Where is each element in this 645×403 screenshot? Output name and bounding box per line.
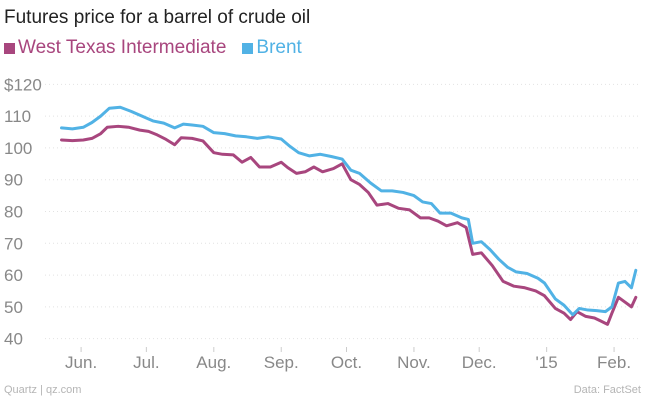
y-tick-label: 90 (4, 171, 23, 190)
x-tick-label: Aug. (196, 353, 231, 372)
legend-label-brent: Brent (256, 37, 302, 58)
footer-source-left: Quartz | qz.com (4, 384, 82, 396)
legend-item-brent: Brent (242, 37, 302, 59)
x-tick-label: Sep. (264, 353, 299, 372)
legend-swatch-brent (242, 42, 254, 54)
x-tick-label: Jul. (133, 353, 159, 372)
series-line-brent (60, 105, 638, 317)
y-tick-label: 40 (4, 330, 23, 349)
y-tick-label: 60 (4, 266, 23, 285)
y-tick-label: 100 (4, 139, 32, 158)
legend-item-wti: West Texas Intermediate (4, 37, 226, 59)
y-tick-label: 70 (4, 234, 23, 253)
y-tick-label: $120 (4, 75, 42, 94)
chart-title: Futures price for a barrel of crude oil (4, 7, 311, 28)
x-tick-label: Feb. (597, 353, 631, 372)
x-tick-label: Oct. (331, 353, 362, 372)
y-tick-label: 50 (4, 298, 23, 317)
x-tick-label: Nov. (397, 353, 431, 372)
x-tick-label: '15 (536, 353, 558, 372)
legend-swatch-wti (4, 42, 15, 54)
x-tick-label: Jun. (65, 353, 97, 372)
y-tick-label: 110 (4, 107, 31, 126)
series-line-wti (60, 124, 638, 326)
legend-label-wti: West Texas Intermediate (18, 37, 227, 58)
chart-legend: West Texas Intermediate Brent (4, 37, 318, 59)
footer-source-right: Data: FactSet (573, 384, 641, 396)
y-tick-label: 80 (4, 203, 23, 222)
x-tick-label: Dec. (462, 353, 497, 372)
